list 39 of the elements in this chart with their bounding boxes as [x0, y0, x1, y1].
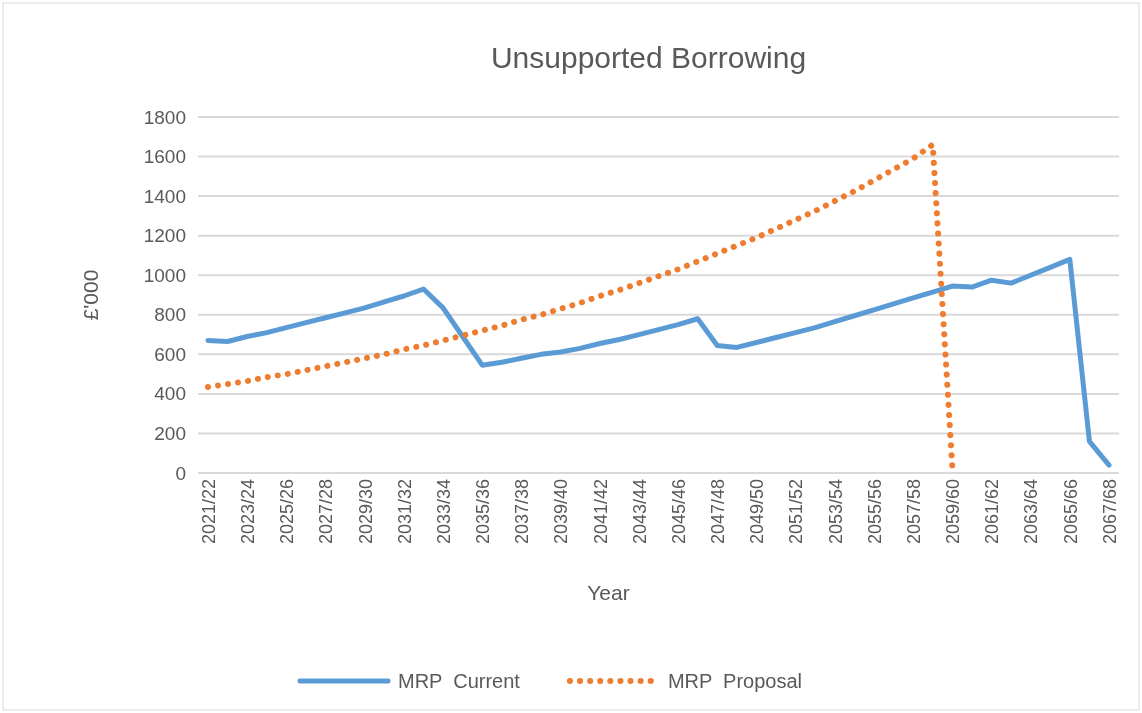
x-tick-label: 2027/28: [316, 479, 337, 545]
y-tick-label: 1000: [143, 264, 186, 286]
x-tick-label: 2041/42: [590, 479, 611, 545]
x-tick-label: 2023/24: [237, 479, 258, 545]
y-tick-label: 200: [154, 423, 186, 445]
x-tick-label: 2039/40: [551, 479, 572, 545]
x-tick-label: 2047/48: [708, 479, 729, 545]
legend-label: MRP Current: [398, 670, 521, 692]
y-tick-label: 1200: [143, 225, 186, 247]
x-tick-label: 2067/68: [1099, 479, 1120, 545]
x-tick-label: 2043/44: [629, 479, 650, 545]
y-tick-label: 400: [154, 383, 186, 405]
x-tick-label: 2065/66: [1060, 479, 1081, 545]
x-axis-title: Year: [587, 581, 630, 604]
x-tick-label: 2021/22: [198, 479, 219, 545]
y-tick-label: 800: [154, 304, 186, 326]
x-tick-label: 2049/50: [747, 479, 768, 545]
x-tick-label: 2051/52: [786, 479, 807, 545]
y-tick-label: 0: [175, 462, 186, 484]
y-tick-label: 1800: [143, 106, 186, 128]
y-tick-label: 1600: [143, 146, 186, 168]
x-tick-label: 2061/62: [982, 479, 1003, 545]
chart-title: Unsupported Borrowing: [490, 41, 807, 74]
x-tick-label: 2057/58: [903, 479, 924, 545]
y-tick-label: 600: [154, 343, 186, 365]
x-tick-label: 2053/54: [825, 479, 846, 545]
y-tick-label: 1400: [143, 185, 186, 207]
x-tick-label: 2055/56: [864, 479, 885, 545]
x-tick-label: 2059/60: [943, 479, 964, 545]
x-tick-label: 2045/46: [668, 479, 689, 545]
x-tick-label: 2025/26: [277, 479, 298, 545]
legend-label: MRP Proposal: [667, 670, 803, 692]
x-tick-label: 2035/36: [473, 479, 494, 545]
x-tick-label: 2029/30: [355, 479, 376, 545]
x-tick-label: 2063/64: [1021, 479, 1042, 545]
y-axis-title: £'000: [79, 269, 102, 321]
x-tick-label: 2037/38: [512, 479, 533, 545]
x-tick-label: 2033/34: [433, 479, 454, 545]
x-tick-label: 2031/32: [394, 479, 415, 545]
